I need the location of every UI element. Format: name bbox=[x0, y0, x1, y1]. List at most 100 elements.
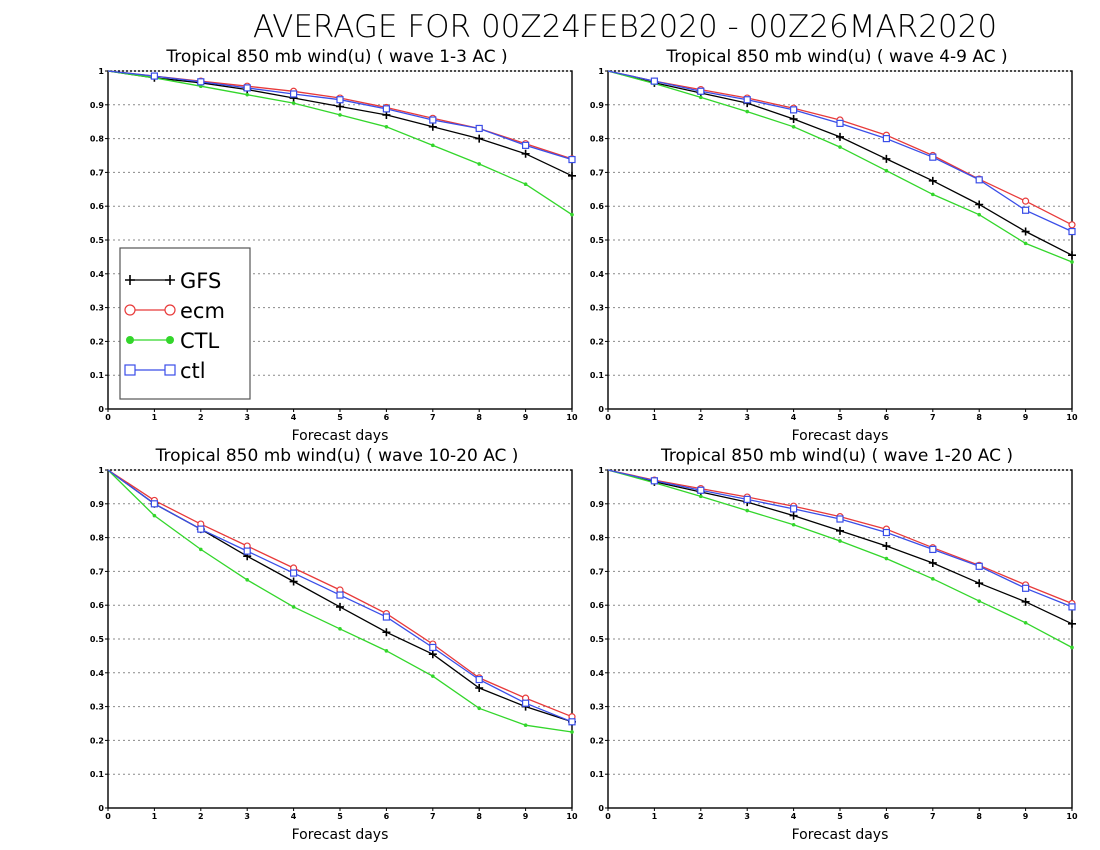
gfs-point-5 bbox=[336, 602, 344, 611]
ctl-point-5 bbox=[338, 627, 342, 631]
gfs-point-5 bbox=[336, 102, 344, 111]
y-tick-label: 0.2 bbox=[590, 337, 604, 346]
legend-label: ctl bbox=[180, 359, 206, 383]
gfs-point-7 bbox=[928, 176, 937, 185]
ctl-point-5 bbox=[336, 591, 344, 599]
y-tick-label: 0.3 bbox=[590, 304, 604, 313]
y-tick-label: 0.3 bbox=[90, 703, 104, 712]
y-tick-label: 0.9 bbox=[90, 101, 105, 110]
ctl-point-10 bbox=[570, 730, 574, 734]
y-tick-label: 0.3 bbox=[590, 703, 604, 712]
gfs-point-7 bbox=[928, 558, 937, 567]
ctl-point-6 bbox=[884, 556, 889, 561]
figure-title: AVERAGE FOR 00Z24FEB2020 - 00Z26MAR2020 bbox=[253, 9, 997, 45]
ctl-point-6 bbox=[882, 135, 891, 143]
x-tick-label: 9 bbox=[1023, 812, 1029, 821]
y-tick-label: 0.8 bbox=[590, 534, 605, 543]
ctl-point-10 bbox=[1070, 260, 1074, 264]
x-tick-label: 3 bbox=[744, 812, 750, 821]
gfs-point-8 bbox=[975, 579, 984, 588]
legend-entry-ctl: ctl bbox=[124, 359, 206, 383]
legend-label: ecm bbox=[180, 299, 225, 323]
legend-entry-ecm: ecm bbox=[124, 299, 225, 323]
ctl-point-1 bbox=[150, 500, 158, 508]
y-tick-label: 1 bbox=[98, 466, 104, 475]
x-tick-label: 2 bbox=[698, 413, 704, 422]
ctl-point-7 bbox=[931, 192, 935, 197]
ctl-point-6 bbox=[382, 105, 390, 113]
x-tick-label: 10 bbox=[1066, 812, 1078, 821]
ctl-point-9 bbox=[523, 182, 528, 187]
ctl-point-8 bbox=[477, 162, 482, 166]
y-tick-label: 0.6 bbox=[590, 202, 605, 211]
y-tick-label: 0.9 bbox=[90, 500, 105, 509]
ctl-point-6 bbox=[384, 649, 389, 653]
ctl-point-7 bbox=[429, 643, 437, 652]
ctl-point-10 bbox=[570, 212, 574, 217]
legend-label: GFS bbox=[180, 269, 221, 293]
gfs-point-8 bbox=[475, 134, 484, 143]
y-tick-label: 0.4 bbox=[90, 669, 105, 678]
x-tick-label: 1 bbox=[652, 413, 658, 422]
y-tick-label: 0.7 bbox=[90, 567, 104, 576]
panel-title: Tropical 850 mb wind(u) ( wave 10-20 AC … bbox=[155, 446, 519, 466]
ctl-point-4 bbox=[791, 124, 796, 129]
y-tick-label: 0 bbox=[98, 804, 104, 813]
series-ctl bbox=[607, 70, 1076, 236]
ctl-point-7 bbox=[429, 116, 437, 124]
ctl-point-4 bbox=[791, 522, 796, 527]
ctl-point-4 bbox=[789, 106, 798, 114]
chart-panel-4: Tropical 850 mb wind(u) ( wave 1-20 AC )… bbox=[590, 446, 1078, 843]
series-ctl bbox=[107, 469, 576, 726]
x-tick-label: 10 bbox=[566, 413, 578, 422]
ctl-point-10 bbox=[1068, 227, 1076, 236]
y-tick-label: 0.8 bbox=[590, 135, 605, 144]
y-tick-label: 0.8 bbox=[90, 534, 105, 543]
x-axis-label: Forecast days bbox=[792, 827, 889, 843]
x-tick-label: 8 bbox=[476, 413, 482, 422]
x-tick-label: 0 bbox=[605, 812, 611, 821]
chart-panel-1: Tropical 850 mb wind(u) ( wave 1-3 AC ) 0… bbox=[90, 47, 578, 444]
x-tick-label: 5 bbox=[837, 413, 843, 422]
y-tick-label: 0.1 bbox=[90, 770, 105, 779]
x-tick-label: 9 bbox=[523, 812, 529, 821]
y-tick-label: 0.8 bbox=[90, 135, 105, 144]
ctl-point-2 bbox=[697, 486, 705, 494]
x-tick-label: 10 bbox=[1066, 413, 1078, 422]
x-tick-label: 8 bbox=[476, 812, 482, 821]
ctl-point-7 bbox=[431, 674, 435, 678]
y-tick-label: 0 bbox=[598, 804, 604, 813]
ctl-point-3 bbox=[743, 96, 751, 104]
ctl-point-3 bbox=[743, 495, 751, 504]
gfs-point-5 bbox=[836, 132, 844, 141]
ctl-point-9 bbox=[1023, 241, 1028, 246]
gfs-point-4 bbox=[289, 577, 298, 586]
x-tick-label: 0 bbox=[605, 413, 611, 422]
y-tick-label: 0.5 bbox=[590, 236, 605, 245]
ctl-point-3 bbox=[245, 92, 249, 97]
legend-entry-gfs: GFS bbox=[125, 269, 221, 293]
y-tick-label: 0.4 bbox=[90, 270, 105, 279]
ctl-point-7 bbox=[431, 143, 435, 148]
legend-marker bbox=[126, 336, 134, 344]
y-tick-label: 0.7 bbox=[590, 168, 604, 177]
panel-title: Tropical 850 mb wind(u) ( wave 4-9 AC ) bbox=[665, 47, 1007, 67]
y-tick-label: 1 bbox=[598, 466, 604, 475]
y-tick-label: 0.5 bbox=[90, 236, 105, 245]
legend-marker bbox=[124, 364, 136, 376]
x-tick-label: 9 bbox=[1023, 413, 1029, 422]
y-tick-label: 0.4 bbox=[590, 669, 605, 678]
panel-title: Tropical 850 mb wind(u) ( wave 1-3 AC ) bbox=[165, 47, 507, 67]
y-tick-label: 0 bbox=[98, 405, 104, 414]
ctl-point-9 bbox=[1021, 584, 1030, 592]
gfs-point-10 bbox=[568, 171, 576, 180]
x-axis-label: Forecast days bbox=[292, 827, 389, 843]
ctl-point-5 bbox=[838, 539, 842, 543]
x-tick-label: 5 bbox=[337, 413, 343, 422]
gfs-point-4 bbox=[789, 114, 798, 123]
y-tick-label: 0.2 bbox=[590, 736, 604, 745]
x-tick-label: 3 bbox=[744, 413, 750, 422]
ctl-point-4 bbox=[290, 569, 298, 577]
x-tick-label: 7 bbox=[930, 812, 936, 821]
legend-marker bbox=[125, 275, 135, 285]
